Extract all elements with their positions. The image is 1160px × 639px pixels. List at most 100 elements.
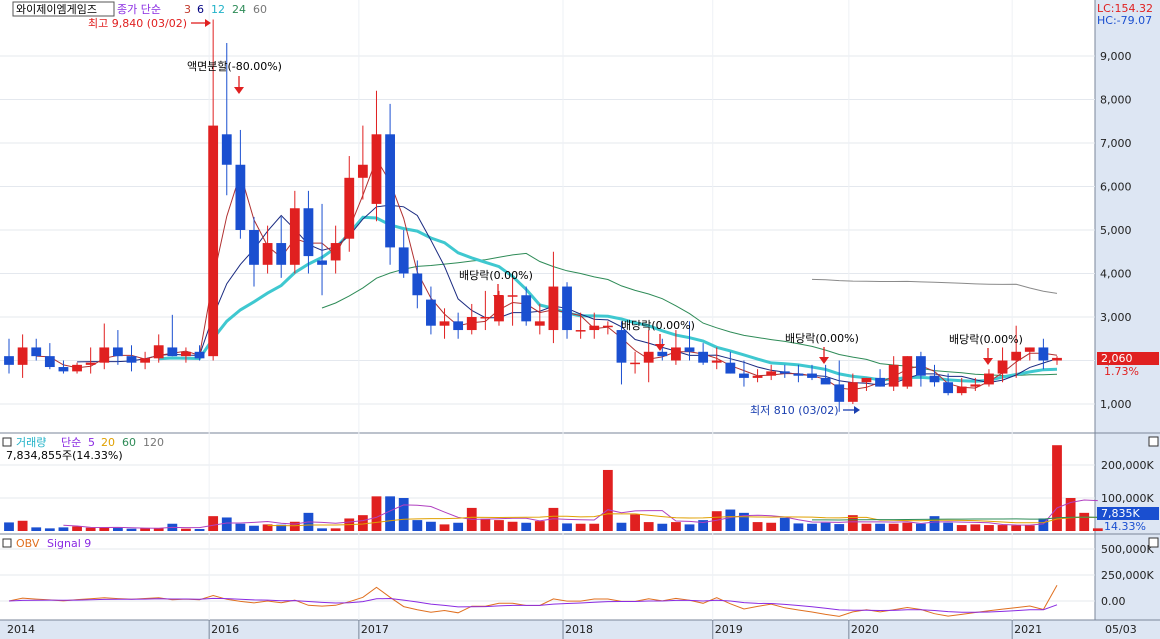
volume-bar	[997, 525, 1008, 531]
volume-bar	[956, 525, 967, 531]
volume-bar	[1079, 512, 1090, 531]
dividend-annotation-2020: 배당락(0.00%)	[785, 332, 859, 345]
candle-body	[112, 347, 123, 357]
volume-bar	[31, 527, 42, 531]
candle-body	[426, 299, 436, 326]
candle-body	[902, 356, 913, 387]
current-volume-pct: 14.33%	[1104, 520, 1146, 533]
date-label: 2016	[211, 623, 239, 636]
volume-bar	[698, 520, 709, 531]
candle-body	[208, 125, 219, 357]
volume-bar	[371, 496, 382, 531]
candle-body	[752, 375, 763, 378]
current-price-tag	[1097, 352, 1159, 365]
candle-body	[507, 295, 518, 297]
candle-body	[575, 330, 586, 332]
volume-bar	[684, 524, 695, 531]
low-arrowhead-icon	[854, 406, 860, 414]
candle-body	[72, 364, 82, 372]
date-label: 05/03	[1105, 623, 1137, 636]
candle-body	[970, 384, 981, 387]
volume-bar	[793, 523, 804, 531]
candle-body	[480, 317, 491, 319]
candle-body	[398, 247, 409, 274]
volume-bar	[153, 528, 164, 531]
dividend-annotation-2021: 배당락(0.00%)	[949, 333, 1023, 346]
volume-panel-close-icon[interactable]	[1148, 436, 1159, 447]
price-tick-label: 6,000	[1100, 181, 1132, 194]
obv-panel-close-icon[interactable]	[1148, 537, 1159, 548]
volume-bar	[99, 527, 110, 531]
volume-label: 거래량	[16, 436, 46, 449]
obv-panel-toggle-icon[interactable]	[2, 538, 12, 548]
volume-bar	[249, 525, 259, 531]
volume-bar	[357, 515, 368, 531]
candle-body	[344, 177, 355, 239]
candle-body	[494, 295, 504, 322]
volume-bar	[711, 511, 722, 531]
low-annotation: 최저 810 (03/02)	[750, 404, 839, 417]
volume-bar	[521, 522, 532, 531]
volume-bar	[915, 523, 926, 531]
split-annotation: 액면분할(-80.00%)	[187, 60, 282, 73]
volume-legend-120: 120	[143, 436, 164, 449]
volume-bar	[44, 528, 55, 531]
current-volume-value: 7,835K	[1101, 507, 1140, 520]
candle-body	[984, 373, 994, 385]
volume-bar	[385, 496, 395, 531]
hc-readout: HC:-79.07	[1097, 14, 1152, 27]
volume-bar	[398, 498, 409, 531]
stock-name-box[interactable]	[12, 1, 115, 17]
dividend-arrowhead-icon	[655, 344, 665, 351]
volume-bar	[888, 523, 899, 531]
volume-bar	[602, 469, 613, 531]
candle-body	[44, 356, 55, 368]
volume-bar	[548, 507, 559, 531]
volume-bar	[861, 523, 872, 531]
stock-name[interactable]: 와이제이엠게임즈	[16, 3, 97, 16]
ma-60-line	[811, 278, 1058, 294]
volume-bar	[970, 524, 981, 531]
volume-tick-label: 100,000K	[1101, 492, 1154, 505]
volume-bar	[1092, 528, 1103, 531]
volume-bar	[72, 526, 82, 531]
volume-bar	[929, 516, 940, 531]
candle-body	[289, 208, 300, 265]
obv-tick-label: 500,000K	[1101, 543, 1154, 556]
candle-body	[453, 321, 464, 331]
volume-bar	[739, 512, 749, 531]
volume-ma-20-line	[267, 513, 1098, 527]
volume-bar	[181, 528, 191, 531]
candle-body	[235, 164, 246, 230]
candle-body	[534, 321, 545, 326]
candle-body	[793, 373, 804, 376]
volume-ma-5-line	[63, 499, 1098, 529]
date-label: 2018	[565, 623, 593, 636]
high-annotation: 최고 9,840 (03/02)	[88, 17, 187, 30]
candle-body	[167, 347, 178, 357]
candle-body	[643, 351, 654, 363]
candle-body	[562, 286, 572, 331]
volume-bar	[589, 523, 600, 531]
candle-body	[58, 367, 69, 372]
volume-bar	[494, 520, 504, 531]
obv-series	[8, 584, 1058, 617]
date-label: 2014	[7, 623, 35, 636]
volume-bar	[834, 524, 845, 531]
candle-body	[521, 295, 532, 322]
candle-body	[1024, 347, 1035, 352]
candle-body	[997, 360, 1008, 374]
volume-panel-toggle-icon[interactable]	[2, 437, 12, 447]
candle-body	[371, 134, 382, 204]
candle-body	[412, 273, 423, 296]
candle-body	[616, 330, 627, 363]
candle-body	[1038, 347, 1049, 361]
volume-bar	[208, 516, 219, 531]
volume-bar	[902, 522, 913, 531]
volume-bar	[984, 525, 994, 531]
volume-bar	[1065, 498, 1076, 531]
lc-readout: LC:154.32	[1097, 2, 1153, 15]
volume-bar	[630, 514, 640, 531]
candle-body	[249, 230, 259, 265]
